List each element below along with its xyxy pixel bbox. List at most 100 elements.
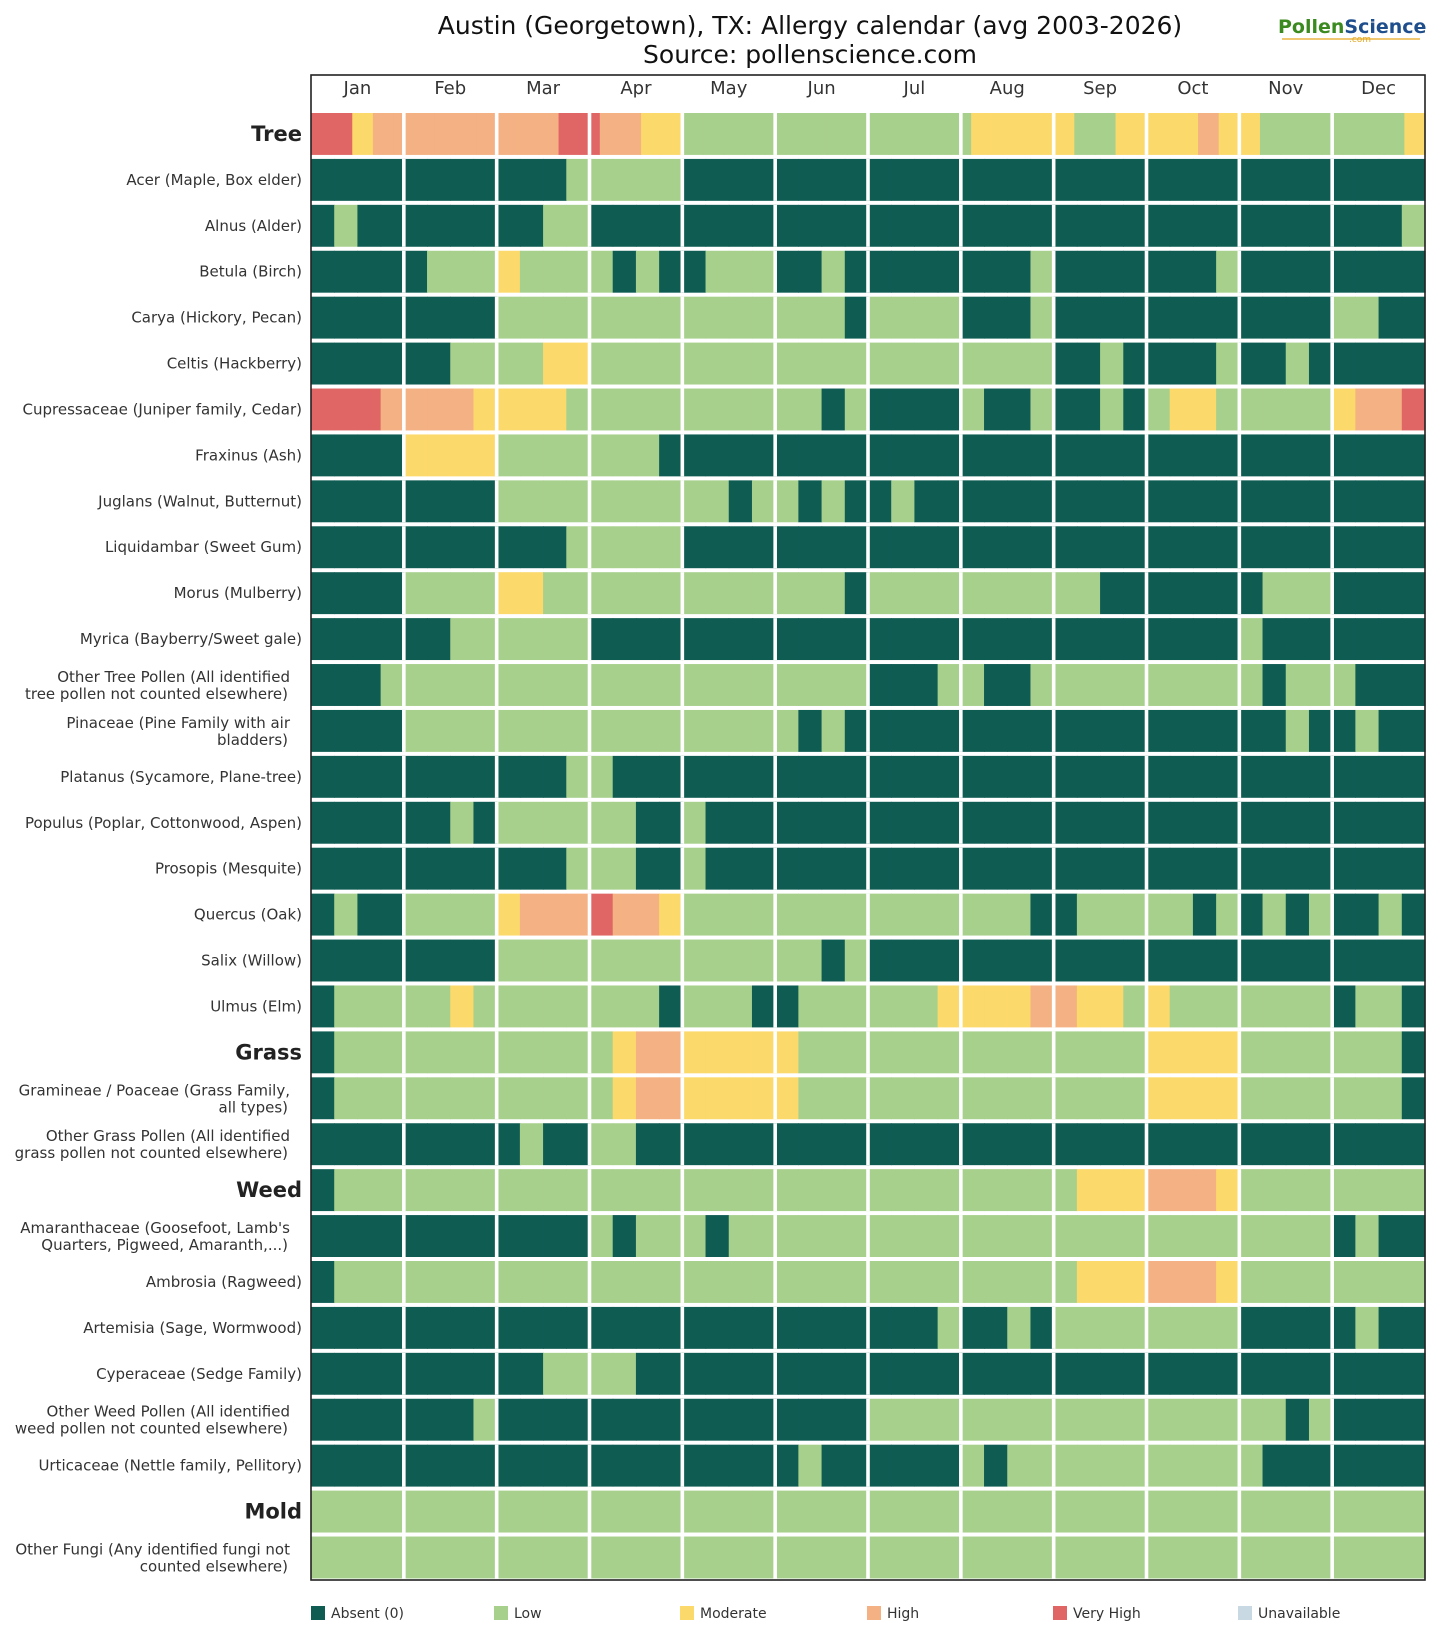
cell [1100, 342, 1124, 385]
cell [566, 526, 591, 569]
cell [1030, 388, 1055, 431]
cell [1146, 1398, 1171, 1441]
cell [427, 1444, 451, 1487]
cell [496, 755, 521, 798]
cell [1216, 1123, 1240, 1166]
month-separator [1237, 1490, 1242, 1533]
cell [357, 480, 382, 523]
month-separator [1237, 664, 1242, 706]
cell [984, 342, 1008, 385]
month-separator [494, 296, 499, 339]
cell [635, 1306, 660, 1349]
month-separator [587, 296, 592, 339]
legend-swatch [680, 1606, 694, 1620]
cell [403, 893, 428, 936]
cell [1308, 1077, 1333, 1120]
cell [427, 755, 451, 798]
cell [751, 1536, 776, 1579]
cell [380, 480, 405, 523]
cell [357, 664, 382, 706]
cell [334, 1123, 359, 1166]
month-separator [587, 1352, 592, 1395]
cell [844, 250, 869, 293]
cell [334, 158, 359, 201]
cell [1378, 893, 1403, 936]
cell [960, 618, 985, 661]
cell [427, 1123, 451, 1166]
cell [775, 250, 799, 293]
cell [1123, 1444, 1148, 1487]
cell [1308, 847, 1333, 890]
cell [635, 1444, 660, 1487]
cell [380, 388, 405, 431]
cell [1169, 1261, 1194, 1303]
cell [589, 939, 614, 982]
cell [1285, 801, 1310, 844]
cell [519, 342, 544, 385]
cell [1285, 204, 1310, 247]
cell [357, 1123, 382, 1166]
cell [960, 664, 985, 706]
cell [821, 1490, 846, 1533]
month-separator [1330, 434, 1334, 477]
cell [380, 1077, 405, 1120]
cell [403, 618, 428, 661]
cell [1239, 296, 1264, 339]
cell [682, 250, 707, 293]
cell [984, 1261, 1008, 1303]
cell [1308, 1215, 1333, 1257]
cell [1030, 618, 1055, 661]
cell [1332, 1261, 1356, 1303]
cell [311, 1306, 335, 1349]
cell [1355, 801, 1380, 844]
cell [798, 342, 823, 385]
cell [891, 158, 916, 201]
row-label-line: Gramineae / Poaceae (Grass Family, [19, 1081, 290, 1099]
cell [1378, 709, 1403, 752]
cell [1262, 985, 1287, 1028]
month-separator [587, 434, 592, 477]
cell [1216, 1536, 1240, 1579]
month-separator [587, 113, 592, 155]
cell [659, 572, 683, 615]
cell [1146, 664, 1171, 706]
cell [543, 1169, 567, 1212]
month-separator [1237, 526, 1242, 569]
month-label-aug: Aug [990, 78, 1025, 99]
month-separator [1051, 1490, 1056, 1533]
month-separator [1330, 618, 1334, 661]
cell [1285, 847, 1310, 890]
cell [705, 985, 730, 1028]
cell [914, 801, 939, 844]
cell [1192, 1398, 1217, 1441]
cell [635, 985, 660, 1028]
cell [334, 755, 359, 798]
cell [914, 618, 939, 661]
month-separator [1237, 388, 1242, 431]
cell [1030, 342, 1055, 385]
cell [960, 480, 985, 523]
cell [821, 1306, 846, 1349]
cell [914, 296, 939, 339]
cell [357, 893, 382, 936]
cell [589, 1398, 614, 1441]
cell [728, 1261, 753, 1303]
cell [403, 664, 428, 706]
row-label: Artemisia (Sage, Wormwood) [83, 1319, 302, 1337]
month-separator [773, 1261, 777, 1303]
cell [937, 1490, 962, 1533]
month-separator [1144, 1352, 1149, 1395]
cell [1285, 1352, 1310, 1395]
month-separator [1330, 709, 1334, 752]
month-separator [494, 709, 499, 752]
cell [1239, 618, 1264, 661]
month-separator [773, 664, 777, 706]
month-separator [680, 618, 685, 661]
cell [1169, 1398, 1194, 1441]
cell [960, 434, 985, 477]
cell [357, 709, 382, 752]
cell [1262, 664, 1287, 706]
cell [1030, 801, 1055, 844]
month-separator [773, 342, 777, 385]
cell [868, 664, 892, 706]
